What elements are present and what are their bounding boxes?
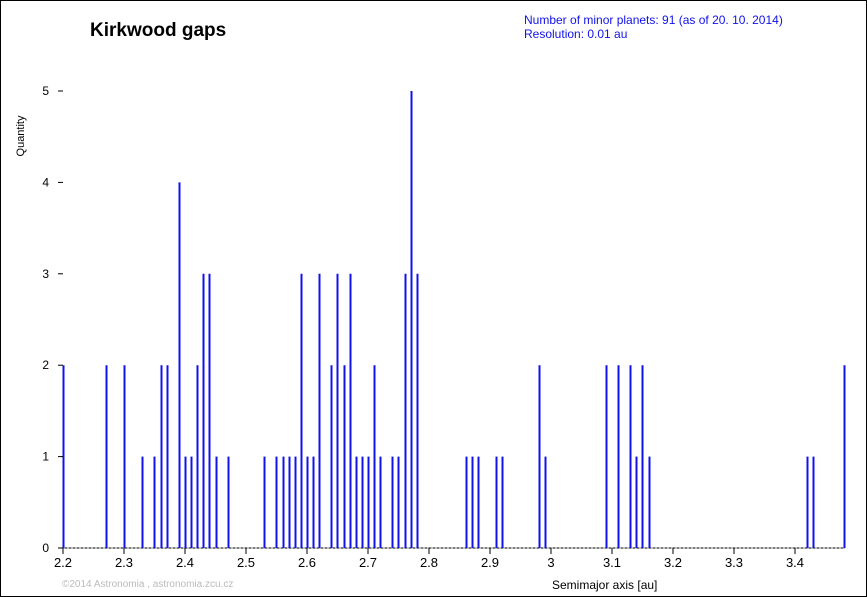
x-tick-label: 3.4 [786, 555, 804, 570]
x-tick-label: 2.7 [359, 555, 377, 570]
x-tick-label: 2.2 [54, 555, 72, 570]
y-tick-label: 2 [42, 358, 49, 372]
x-ticks: 2.2 2.3 2.4 2.5 2.6 2.7 2.8 2.9 3 3.1 3.2 3.3 3.4 [54, 548, 804, 570]
x-tick-label: 2.5 [237, 555, 255, 570]
x-axis-label: Semimajor axis [au] [552, 578, 658, 592]
bars [62, 91, 846, 548]
x-tick-label: 2.9 [481, 555, 499, 570]
x-tick-label: 2.4 [176, 555, 194, 570]
info-box: Number of minor planets: 91 (as of 20. 1… [524, 13, 783, 41]
x-tick-label: 3.1 [603, 555, 621, 570]
resolution-text: Resolution: 0.01 au [524, 27, 628, 41]
chart-title: Kirkwood gaps [90, 20, 227, 41]
planet-count-text: Number of minor planets: 91 (as of 20. 1… [524, 13, 783, 27]
y-tick-label: 3 [42, 267, 49, 281]
x-tick-label: 2.8 [420, 555, 438, 570]
y-axis-label: Quantity [15, 115, 27, 157]
y-ticks: 0 1 2 3 4 5 [42, 84, 63, 555]
y-tick-label: 0 [42, 541, 49, 555]
x-tick-label: 3 [547, 555, 554, 570]
y-tick-label: 1 [42, 450, 49, 464]
y-tick-label: 4 [42, 175, 49, 189]
copyright-text: ©2014 Astronomia , astronomia.zcu.cz [62, 579, 234, 590]
x-tick-label: 2.6 [298, 555, 316, 570]
y-tick-label: 5 [42, 84, 49, 98]
x-tick-label: 3.3 [725, 555, 743, 570]
x-tick-label: 2.3 [115, 555, 133, 570]
x-tick-label: 3.2 [664, 555, 682, 570]
